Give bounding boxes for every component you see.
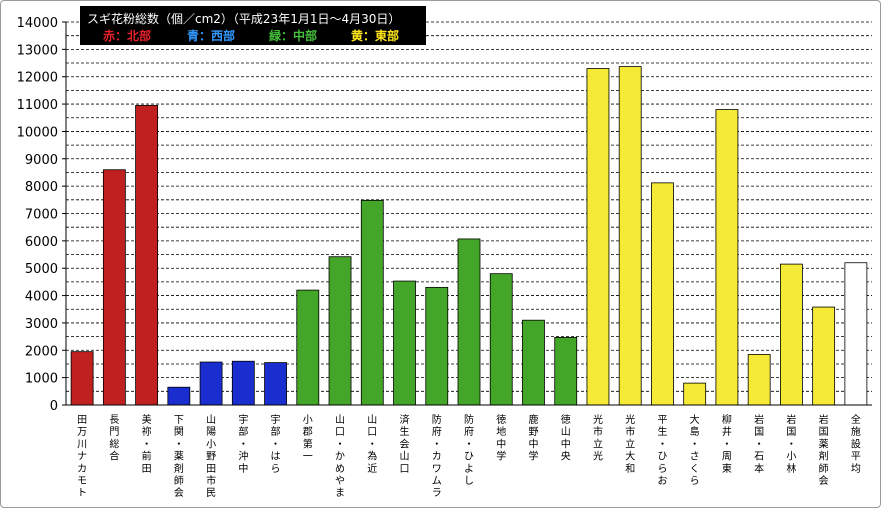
bar <box>812 306 836 406</box>
x-tick-label: 美祢・前田 <box>142 413 152 475</box>
y-tick-label: 10000 <box>17 125 58 140</box>
chart-title: スギ花粉総数（個／cm2）（平成23年1月1日〜4月30日） <box>87 12 401 26</box>
x-tick-label: 山口・かめやま <box>335 414 345 499</box>
x-tick-label: 平生・ひらお <box>657 415 667 487</box>
bar <box>651 182 674 406</box>
bars <box>70 66 868 406</box>
bar <box>522 319 545 406</box>
y-tick-label: 0 <box>50 399 58 414</box>
y-tick-label: 12000 <box>17 71 58 86</box>
y-tick-label: 6000 <box>25 235 58 250</box>
bar <box>586 68 610 406</box>
x-tick-label: 徳山中央 <box>561 413 571 463</box>
x-tick-label: 田万川ナカモト <box>77 415 87 499</box>
x-tick-label: 下関・薬剤師会 <box>174 415 184 499</box>
x-tick-label: 宇部・沖中 <box>238 413 248 475</box>
x-tick-label: 全施設平均 <box>851 413 861 475</box>
x-tick-label: 済生会山口 <box>400 413 410 475</box>
y-tick-label: 14000 <box>17 16 58 31</box>
legend-item-central: 緑：中部 <box>269 29 318 43</box>
x-tick-label: 徳地中学 <box>496 413 506 463</box>
bar <box>715 109 739 406</box>
legend-item-west: 青：西部 <box>187 29 236 43</box>
bar <box>780 263 803 406</box>
bar <box>554 337 578 406</box>
legend-item-north: 赤：北部 <box>103 29 152 43</box>
x-tick-label: 岩国薬剤師会 <box>819 413 829 487</box>
x-tick-label: 宇部・はら <box>271 413 281 475</box>
y-axis-ticks: 0 1000 2000 3000 4000 5000 6000 7000 8000 9000 100… <box>17 16 66 414</box>
bar <box>747 353 771 406</box>
x-tick-label: 長門総合 <box>109 414 119 463</box>
x-tick-label: 岩国・石本 <box>754 413 764 475</box>
y-tick-label: 8000 <box>25 180 58 195</box>
bar <box>264 362 287 406</box>
x-tick-label: 防府・ひよし <box>464 413 474 487</box>
y-tick-label: 1000 <box>25 372 58 387</box>
bar <box>135 105 159 406</box>
bar <box>457 238 481 406</box>
y-tick-label: 9000 <box>25 153 58 168</box>
y-tick-label: 2000 <box>25 344 58 359</box>
bar <box>844 262 868 406</box>
x-tick-label: 山口・為近 <box>367 414 377 475</box>
x-tick-label: 鹿野中学 <box>528 413 538 463</box>
x-tick-label: 山陽小野田市民 <box>206 414 216 499</box>
x-tick-label: 岩国・小林 <box>786 413 796 475</box>
y-tick-label: 7000 <box>25 208 58 223</box>
x-tick-label: 光市立大和 <box>625 413 635 475</box>
bar <box>102 169 126 406</box>
bar <box>70 351 94 406</box>
bar <box>199 361 223 406</box>
x-axis-labels: 田万川ナカモト 長門総合 美祢・前田 下関・薬剤師会 山陽小野田市民 宇部・沖中 宇部・はら… <box>77 413 861 499</box>
bar <box>618 66 642 406</box>
y-tick-label: 13000 <box>17 43 58 58</box>
legend-box: スギ花粉総数（個／cm2）（平成23年1月1日〜4月30日） 赤：北部 青：西部… <box>80 6 426 45</box>
x-tick-label: 小郡第一 <box>303 414 313 463</box>
x-tick-label: 防府・カワムラ <box>432 413 442 499</box>
bar <box>231 360 255 406</box>
x-tick-label: 大島・さくら <box>690 413 700 487</box>
bar <box>328 256 352 406</box>
bar <box>489 273 513 406</box>
bar <box>167 386 191 406</box>
bar <box>296 289 320 406</box>
bar <box>393 280 416 406</box>
y-tick-label: 5000 <box>25 262 58 277</box>
x-tick-label: 柳井・周東 <box>722 413 732 475</box>
y-tick-label: 4000 <box>25 290 58 305</box>
y-tick-label: 3000 <box>25 317 58 332</box>
bar <box>360 199 384 406</box>
y-tick-label: 11000 <box>17 98 58 113</box>
bar <box>425 286 449 406</box>
bar <box>683 382 707 406</box>
legend-item-east: 黄：東部 <box>351 29 400 43</box>
x-tick-label: 光市立光 <box>593 413 603 463</box>
